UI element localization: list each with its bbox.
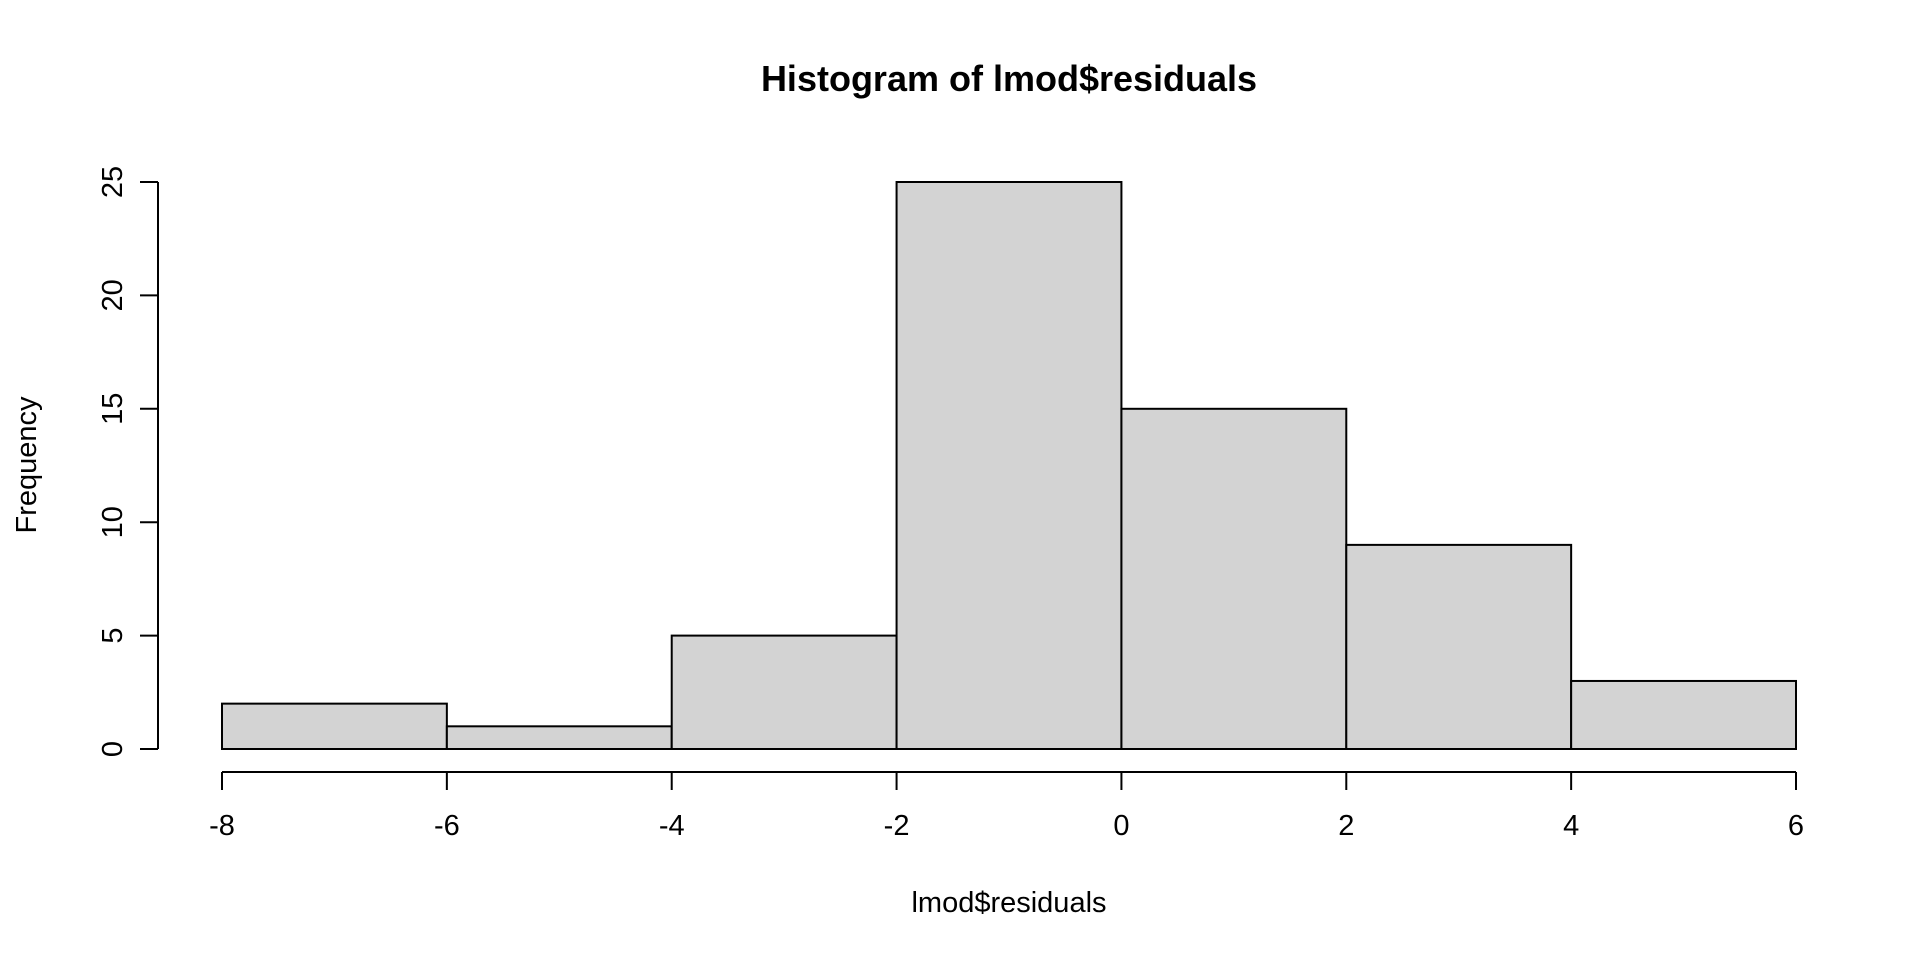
histogram-bar — [670, 634, 898, 750]
histogram-bar — [1120, 407, 1348, 750]
histogram-bars — [221, 181, 1797, 751]
histogram-bar — [221, 702, 448, 751]
y-axis-label: Frequency — [11, 396, 43, 534]
x-tick-label: 0 — [1113, 810, 1129, 842]
x-tick-label: 2 — [1338, 810, 1354, 842]
histogram-bar — [445, 725, 673, 751]
x-tick-label: -8 — [209, 810, 235, 842]
histogram-bar — [895, 181, 1123, 750]
y-tick-label: 10 — [97, 506, 129, 538]
y-axis: 0 5 10 15 20 25 — [97, 166, 159, 757]
x-tick-label: 4 — [1563, 810, 1579, 842]
x-tick-label: -6 — [434, 810, 460, 842]
chart-title: Histogram of lmod$residuals — [761, 58, 1257, 99]
x-axis-label: lmod$residuals — [911, 887, 1106, 919]
y-tick-label: 5 — [97, 628, 129, 644]
x-tick-label: 6 — [1788, 810, 1804, 842]
y-tick-label: 20 — [97, 279, 129, 311]
x-axis: -8 -6 -4 -2 0 2 4 6 — [209, 771, 1804, 842]
x-tick-label: -2 — [884, 810, 910, 842]
histogram-bar — [1345, 543, 1573, 750]
x-tick-label: -4 — [659, 810, 685, 842]
y-tick-label: 0 — [97, 741, 129, 757]
histogram-bar — [1570, 679, 1797, 751]
y-tick-label: 25 — [97, 166, 129, 198]
y-tick-label: 15 — [97, 393, 129, 425]
